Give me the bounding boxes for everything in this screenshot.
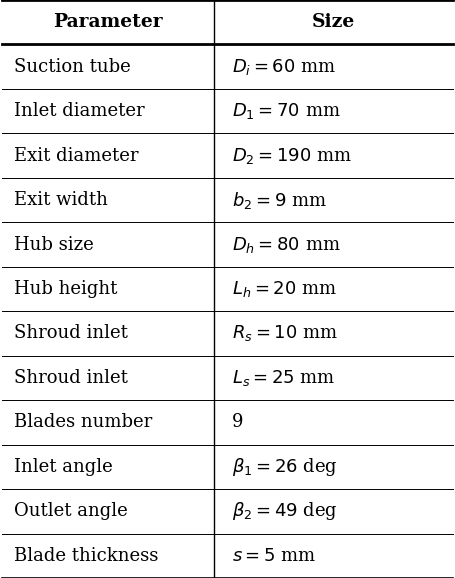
Text: $s = 5$ mm: $s = 5$ mm [232,547,316,565]
Text: $\beta_1 = 26$ deg: $\beta_1 = 26$ deg [232,456,338,478]
Text: $R_s = 10$ mm: $R_s = 10$ mm [232,324,338,343]
Text: Inlet angle: Inlet angle [14,458,112,476]
Text: $D_1 = 70$ mm: $D_1 = 70$ mm [232,101,341,121]
Text: Exit width: Exit width [14,191,107,209]
Text: Suction tube: Suction tube [14,58,131,76]
Text: Outlet angle: Outlet angle [14,502,127,520]
Text: $L_h = 20$ mm: $L_h = 20$ mm [232,279,337,299]
Text: Exit diameter: Exit diameter [14,147,138,165]
Text: $b_2 = 9$ mm: $b_2 = 9$ mm [232,190,327,210]
Text: Blades number: Blades number [14,413,152,431]
Text: Parameter: Parameter [53,13,163,31]
Text: Shroud inlet: Shroud inlet [14,324,127,342]
Text: Size: Size [312,13,355,31]
Text: $D_i = 60$ mm: $D_i = 60$ mm [232,57,336,77]
Text: Shroud inlet: Shroud inlet [14,369,127,387]
Text: $L_s = 25$ mm: $L_s = 25$ mm [232,368,335,388]
Text: Hub height: Hub height [14,280,117,298]
Text: Blade thickness: Blade thickness [14,547,158,565]
Text: 9: 9 [232,413,243,431]
Text: $\beta_2 = 49$ deg: $\beta_2 = 49$ deg [232,501,338,523]
Text: Hub size: Hub size [14,236,93,254]
Text: $D_h = 80$ mm: $D_h = 80$ mm [232,235,341,254]
Text: $D_2 = 190$ mm: $D_2 = 190$ mm [232,146,352,166]
Text: Inlet diameter: Inlet diameter [14,102,144,120]
